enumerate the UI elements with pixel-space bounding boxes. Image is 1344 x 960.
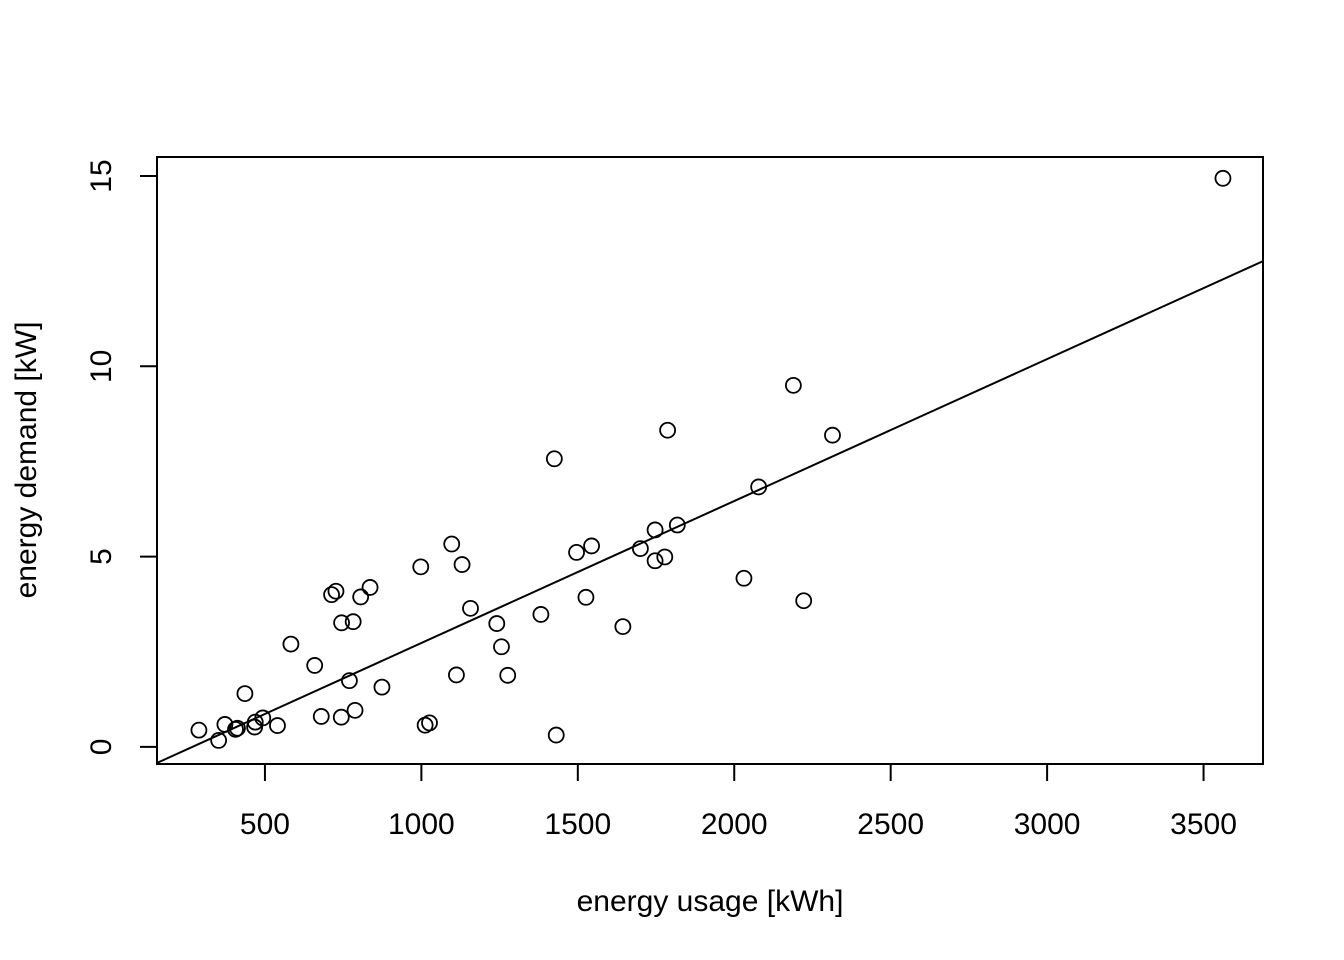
data-point [568, 544, 585, 561]
data-point [668, 516, 686, 534]
plot-frame [156, 156, 1264, 765]
data-point [412, 558, 430, 576]
data-point [547, 726, 565, 744]
data-point [499, 666, 517, 684]
data-point [532, 606, 550, 623]
y-axis: 0 5 10 15 [85, 159, 158, 756]
data-point [646, 552, 664, 570]
data-point [750, 478, 768, 496]
data-point [373, 678, 391, 696]
data-point [656, 548, 674, 566]
x-tick-label: 3000 [1014, 808, 1081, 841]
data-point [323, 586, 340, 604]
data-point [493, 638, 510, 656]
data-point [488, 615, 506, 632]
y-tick-label: 5 [85, 548, 118, 565]
data-point [659, 421, 677, 439]
x-axis-label: energy usage [kWh] [577, 885, 844, 918]
y-tick-label: 0 [85, 739, 118, 756]
data-point [577, 588, 595, 606]
data-point [227, 720, 244, 738]
data-point [282, 635, 300, 653]
x-tick-label: 2500 [857, 808, 924, 841]
data-point [210, 732, 228, 749]
data-point [352, 588, 370, 606]
x-tick-label: 3500 [1170, 808, 1237, 841]
y-axis-label: energy demand [kW] [10, 322, 43, 599]
data-point [312, 708, 330, 725]
data-point [583, 537, 600, 555]
x-tick-label: 1500 [544, 808, 611, 841]
y-tick-label: 15 [85, 159, 118, 192]
data-point [361, 579, 379, 596]
data-point [646, 521, 664, 539]
data-point [327, 582, 345, 600]
x-axis: 500 1000 1500 2000 2500 3000 3500 [240, 763, 1237, 841]
data-point [216, 716, 234, 733]
data-point [1214, 169, 1232, 187]
data-point [448, 666, 465, 684]
regression-line [157, 260, 1263, 764]
data-point [795, 592, 813, 610]
data-point [462, 599, 479, 617]
data-point [824, 426, 841, 444]
data-point [614, 618, 632, 636]
x-tick-label: 1000 [388, 808, 455, 841]
data-point [784, 376, 802, 394]
y-tick-label: 10 [85, 350, 118, 383]
data-point [443, 535, 461, 553]
data-point [269, 717, 286, 734]
data-point [246, 718, 264, 736]
data-point [306, 657, 324, 674]
data-point [236, 685, 254, 702]
data-point [246, 713, 264, 731]
data-point [545, 450, 563, 468]
data-point [453, 556, 471, 573]
data-point [344, 613, 362, 631]
data-point [416, 716, 434, 734]
x-tick-label: 2000 [701, 808, 768, 841]
data-point [341, 672, 358, 690]
data-point [346, 701, 364, 719]
data-point [735, 569, 753, 587]
x-tick-label: 500 [240, 808, 290, 841]
data-point [631, 540, 649, 558]
plot-area [157, 169, 1263, 764]
data-point [332, 708, 350, 726]
data-point [190, 721, 208, 739]
data-point [333, 614, 350, 632]
